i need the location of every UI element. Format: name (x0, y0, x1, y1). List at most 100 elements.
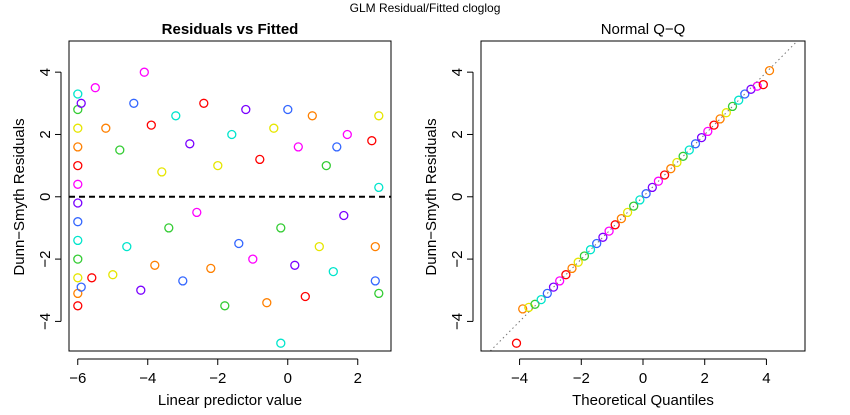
normal-qq-point (548, 282, 559, 292)
residuals-vs-fitted-point (220, 301, 230, 311)
residuals-vs-fitted-axes: −6 −4 −2 0 2 −4 −2 0 2 4 (37, 68, 362, 387)
residuals-vs-fitted-point (178, 276, 188, 286)
residuals-vs-fitted-point (255, 154, 265, 165)
residuals-vs-fitted-point (328, 266, 338, 277)
residuals-vs-fitted-point (73, 273, 83, 283)
residuals-vs-fitted-point (290, 260, 300, 270)
normal-qq-y-tick-label: 4 (449, 68, 466, 76)
residuals-vs-fitted-x-axis-label: Linear predictor value (158, 392, 302, 409)
normal-qq-x-tick-label: 4 (762, 370, 770, 387)
normal-qq-point (530, 299, 540, 309)
normal-qq-reference-line-group (489, 40, 798, 352)
residuals-vs-fitted-y-tick-label: 0 (37, 193, 54, 201)
normal-qq-y-axis-label: Dunn−Smyth Residuals (423, 118, 440, 275)
residuals-vs-fitted-point (367, 136, 377, 146)
residuals-vs-fitted-point (276, 338, 286, 348)
normal-qq-point (684, 145, 694, 155)
residuals-vs-fitted-x-tick-label: 0 (284, 370, 292, 387)
residuals-vs-fitted-point (248, 254, 258, 264)
normal-qq-point (666, 164, 676, 174)
normal-qq-reference-line (489, 40, 798, 352)
normal-qq-point (715, 114, 725, 124)
residuals-vs-fitted-y-tick-label: −4 (37, 313, 54, 330)
normal-qq-point (734, 95, 744, 105)
normal-qq-x-tick-label: −4 (511, 370, 528, 387)
residuals-vs-fitted-point (73, 198, 83, 208)
normal-qq-x-tick-label: 0 (639, 370, 647, 387)
residuals-vs-fitted-point (73, 301, 83, 311)
normal-qq-point (555, 276, 565, 286)
residuals-vs-fitted-point (73, 123, 83, 133)
residuals-vs-fitted-point (73, 217, 83, 227)
residuals-vs-fitted-x-tick-label: −6 (69, 370, 86, 387)
residuals-vs-fitted-point (370, 241, 380, 252)
normal-qq-point (672, 157, 682, 168)
normal-qq-y-tick-label: −4 (449, 313, 466, 330)
residuals-vs-fitted-point (293, 142, 303, 152)
normal-qq-title: Normal Q−Q (601, 21, 686, 38)
residuals-vs-fitted-x-tick-label: −2 (209, 370, 226, 387)
residuals-vs-fitted-point (374, 111, 384, 121)
residuals-vs-fitted-point (73, 89, 83, 99)
residuals-vs-fitted-point (307, 111, 317, 121)
residuals-vs-fitted-point (192, 207, 202, 218)
residuals-vs-fitted-point (136, 285, 146, 295)
normal-qq-points (511, 65, 775, 348)
residuals-vs-fitted-point (321, 160, 331, 171)
normal-qq-point (542, 288, 552, 299)
residuals-vs-fitted-point (73, 254, 83, 264)
residuals-vs-fitted-point (300, 291, 310, 302)
residuals-vs-fitted-point (101, 123, 111, 133)
normal-qq-point (709, 120, 719, 130)
residuals-vs-fitted-point (150, 260, 160, 270)
residuals-vs-fitted-point (139, 67, 149, 77)
residuals-vs-fitted-x-tick-label: 2 (354, 370, 362, 387)
residuals-vs-fitted-point (227, 129, 237, 140)
residuals-vs-fitted-point (213, 160, 223, 171)
normal-qq-point (690, 139, 701, 149)
normal-qq-y-tick-label: 0 (449, 193, 466, 201)
normal-qq-point (610, 220, 620, 230)
normal-qq-x-tick-label: −2 (573, 370, 590, 387)
residuals-vs-fitted-point (129, 98, 139, 108)
normal-qq-point (579, 251, 590, 261)
residuals-vs-fitted-title: Residuals vs Fitted (162, 21, 299, 38)
normal-qq-y-tick-label: 2 (449, 130, 466, 138)
normal-qq-point (635, 195, 645, 205)
normal-qq-point (696, 132, 707, 143)
normal-qq-point (604, 226, 614, 236)
residuals-vs-fitted-point (283, 104, 293, 115)
residuals-vs-fitted-point (76, 98, 86, 108)
residuals-vs-fitted-y-axis-label: Dunn−Smyth Residuals (11, 118, 28, 275)
normal-qq-point (721, 108, 731, 118)
residuals-vs-fitted-point (164, 223, 174, 233)
normal-qq-x-axis-label: Theoretical Quantiles (572, 392, 714, 409)
residuals-vs-fitted-point (73, 235, 83, 246)
residuals-vs-fitted-points (73, 67, 384, 348)
normal-qq-point (764, 65, 775, 76)
normal-qq-point (703, 126, 713, 137)
residuals-vs-fitted-panel: Residuals vs Fitted Linear predictor val… (11, 21, 392, 409)
normal-qq-point (641, 189, 651, 199)
residuals-vs-fitted-point (90, 83, 100, 93)
normal-qq-point (536, 294, 546, 305)
residuals-vs-fitted-point (76, 282, 86, 292)
residuals-vs-fitted-point (262, 298, 272, 308)
normal-qq-x-tick-label: 2 (701, 370, 709, 387)
residuals-vs-fitted-x-tick-label: −4 (139, 370, 156, 387)
normal-qq-point (567, 263, 577, 274)
residuals-vs-fitted-point (339, 210, 349, 221)
normal-qq-point (573, 257, 583, 267)
normal-qq-axes: −4 −2 0 2 4 −4 −2 0 2 4 (449, 68, 771, 387)
normal-qq-point (598, 232, 608, 242)
figure-title: GLM Residual/Fitted cloglog (350, 1, 501, 15)
residuals-vs-fitted-plot-frame (68, 40, 392, 352)
residuals-vs-fitted-point (374, 288, 384, 299)
residuals-vs-fitted-point (342, 129, 352, 140)
residuals-vs-fitted-y-tick-label: 2 (37, 130, 54, 138)
normal-qq-point (585, 245, 596, 255)
normal-qq-point (561, 270, 571, 280)
residuals-vs-fitted-point (87, 273, 97, 283)
residuals-vs-fitted-point (122, 241, 132, 252)
